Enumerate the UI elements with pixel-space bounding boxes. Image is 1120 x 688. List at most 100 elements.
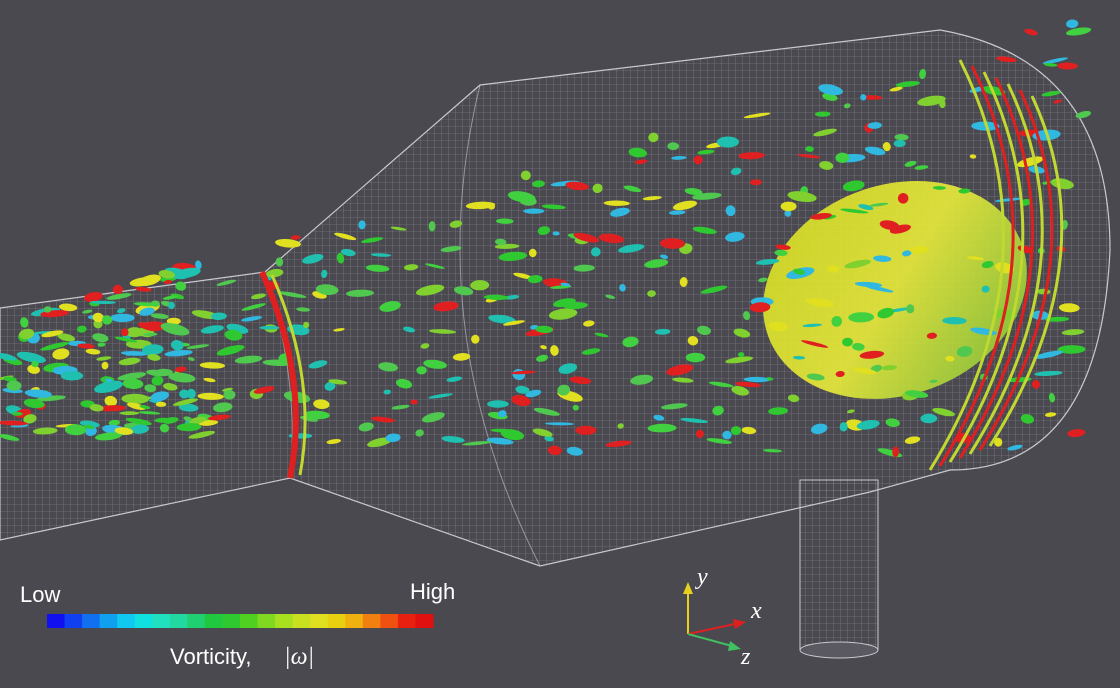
vortex-blob [89, 404, 104, 412]
vortex-blob [147, 353, 161, 361]
vortex-ring [928, 59, 1005, 471]
vortex-blob [31, 360, 39, 368]
vortex-blob [168, 301, 175, 310]
vortex-blob [410, 399, 418, 405]
vortex-blob [932, 186, 946, 190]
vortex-blob [234, 355, 263, 364]
vortex-blob [810, 212, 832, 220]
vortex-blob [1067, 429, 1086, 438]
vortex-blob [371, 416, 395, 423]
vortex-blob [780, 201, 797, 212]
vortex-blob [864, 146, 886, 156]
vortex-blob [385, 433, 401, 443]
vortex-blob [133, 302, 158, 307]
vortex-blob [89, 300, 116, 305]
vortex-blob [894, 133, 909, 141]
vortex-blob [216, 279, 237, 286]
vortex-blob [302, 254, 324, 264]
vortex-blob [92, 333, 109, 343]
vortex-blob [687, 335, 699, 346]
x-arrow [687, 623, 736, 635]
vortex-blob [697, 325, 711, 335]
vortex-blob [259, 325, 280, 330]
vortex-blob [527, 275, 543, 284]
vortex-blob [166, 317, 181, 325]
vortex-blob [583, 320, 595, 327]
vortex-blob [138, 411, 161, 415]
vortex-blob [873, 255, 892, 262]
vortex-blob [536, 354, 549, 362]
colorbar-segment [117, 614, 136, 628]
vortex-blob [415, 284, 445, 296]
vortex-blob [666, 364, 694, 376]
vortex-blob [365, 264, 390, 272]
vortex-blob [725, 356, 753, 364]
vortex-blob [697, 149, 715, 155]
vortex-blob [630, 374, 654, 385]
vortex-blob [835, 370, 845, 378]
vortex-blob [150, 391, 170, 402]
vortex-blob [904, 436, 921, 444]
vortex-blob [805, 146, 814, 152]
vortex-blob [0, 352, 17, 361]
vortex-blob [1044, 63, 1058, 67]
vortex-blob [603, 200, 630, 206]
vortex-blob [162, 295, 178, 300]
vortex-blob [486, 437, 514, 445]
vortex-blob [0, 434, 20, 441]
vortex-blob [58, 303, 78, 312]
vortex-blob [787, 394, 800, 403]
vortex-blob [415, 429, 424, 437]
vortex-blob [839, 422, 848, 432]
vortex-blob [503, 320, 526, 326]
vortex-blob [82, 309, 93, 314]
outlet-end [799, 641, 879, 659]
vortex-blob [793, 268, 805, 275]
vortex-blob [558, 363, 578, 374]
vortex-blob [313, 399, 330, 410]
vortex-blob [172, 398, 199, 406]
vortex-blob [358, 220, 366, 230]
vortex-blob [104, 395, 118, 407]
vortex-blob [490, 428, 513, 433]
vortex-blob [591, 247, 601, 257]
vortex-blob [188, 416, 207, 425]
colorbar-segment [275, 614, 294, 628]
legend-low: Low [20, 582, 60, 607]
colorbar-segment [345, 614, 364, 628]
vortex-blob [241, 303, 266, 311]
vortex-blob [121, 393, 150, 404]
vortex-blob [813, 128, 837, 137]
vortex-blob [758, 277, 768, 283]
vortex-blob [119, 411, 139, 416]
vortex-blob [77, 343, 95, 349]
vortex-blob [679, 277, 688, 287]
vortex-blob [755, 258, 780, 265]
vortex-blob [105, 378, 113, 383]
vortex-blob [738, 152, 765, 160]
vortex-blob [547, 445, 562, 456]
vortex-blob [914, 165, 929, 170]
vortex-blob [52, 348, 70, 360]
vortex-blob [926, 332, 937, 339]
vortex-blob [552, 231, 560, 236]
vortex-blob [108, 419, 120, 426]
vortex-blob [1007, 444, 1023, 451]
vortex-blob [446, 376, 463, 382]
vortex-blob [114, 427, 134, 435]
vortex-blob [334, 232, 357, 241]
vortex-blob [730, 167, 742, 176]
vortex-blob [139, 307, 155, 316]
vortex-blob [716, 136, 740, 148]
vortex-blob [806, 373, 825, 381]
vortex-blob [64, 424, 87, 436]
vortex-blob [143, 332, 158, 337]
vortex-blob [151, 375, 164, 386]
colorbar-segment [169, 614, 188, 628]
colorbar-segment [292, 614, 311, 628]
vortex-blob [496, 218, 514, 224]
vortex-blob [684, 187, 703, 196]
vortex-blob [895, 81, 920, 88]
vortex-blob [125, 352, 132, 356]
